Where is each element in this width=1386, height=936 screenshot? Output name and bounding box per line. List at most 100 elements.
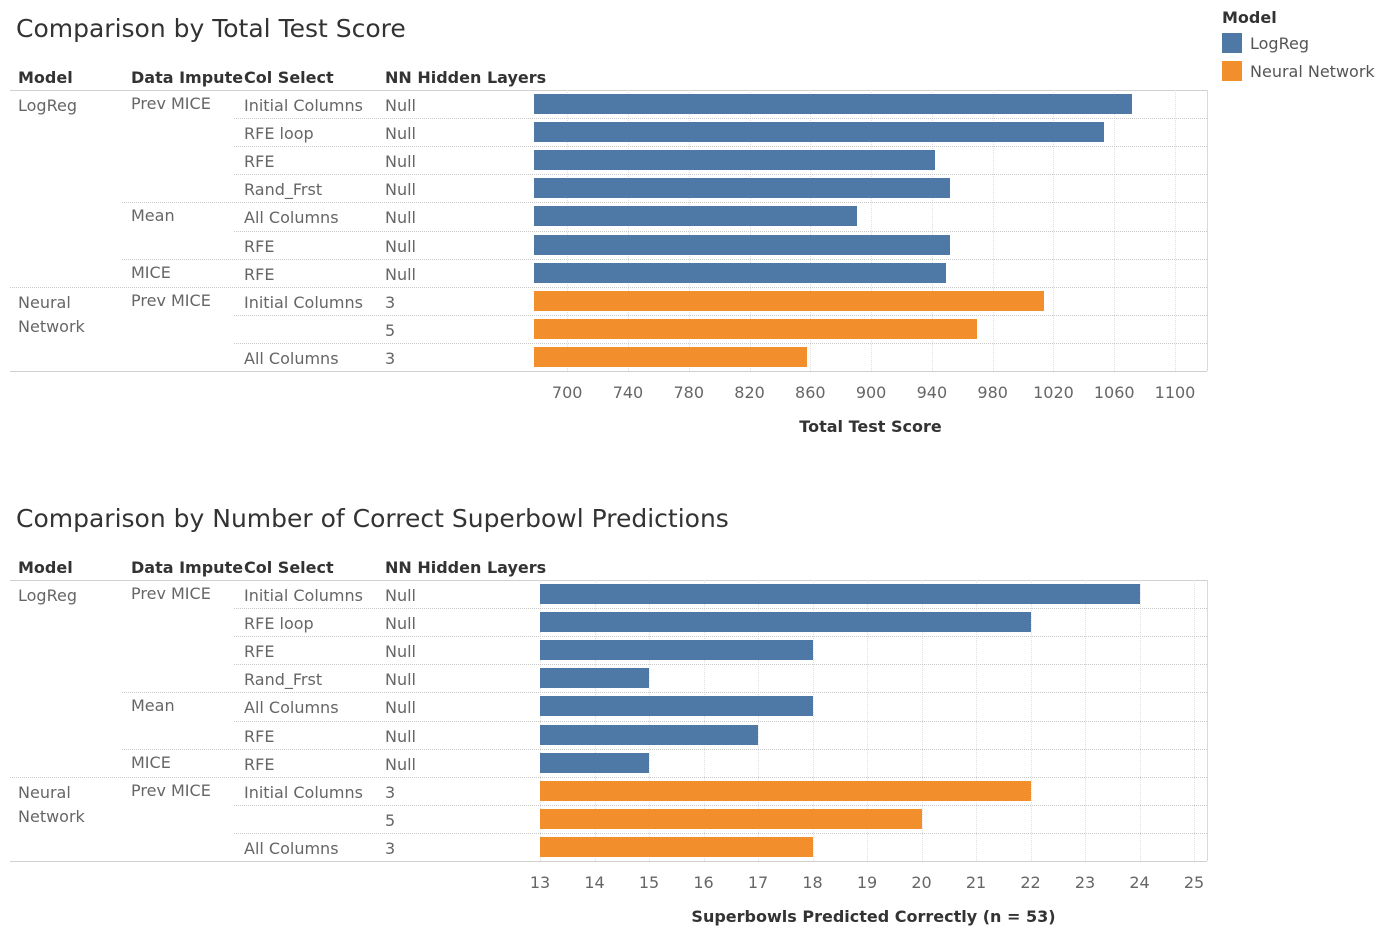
bar-logreg[interactable] (534, 94, 1133, 115)
cell-col-select: All Columns (244, 208, 339, 228)
x-tick-label: 1020 (1033, 383, 1074, 402)
x-axis-title: Total Test Score (799, 417, 942, 436)
cell-col-select: RFE (244, 152, 275, 172)
legend-title: Model (1222, 8, 1277, 27)
x-tick-label: 17 (747, 873, 769, 892)
legend-swatch-neural-network (1222, 61, 1242, 81)
chart-title: Comparison by Total Test Score (16, 14, 406, 43)
x-tick-label: 1100 (1154, 383, 1196, 402)
legend-item-logreg[interactable]: LogReg (1222, 31, 1309, 55)
bar-logreg[interactable] (534, 206, 858, 227)
row-separator (234, 804, 1207, 806)
cell-col-select: All Columns (244, 348, 339, 368)
x-tick-label: 25 (1183, 873, 1205, 892)
row-separator (122, 258, 1207, 260)
cell-data-impute: Prev MICE (131, 584, 211, 603)
x-tick-label: 24 (1129, 873, 1150, 892)
legend-label-logreg: LogReg (1250, 33, 1309, 53)
bar-logreg[interactable] (534, 122, 1104, 143)
cell-nn-hidden-layers: Null (385, 236, 416, 256)
plot-right-border (1207, 580, 1208, 861)
x-tick-label: 900 (855, 383, 887, 402)
bar-logreg[interactable] (540, 612, 1031, 633)
row-separator (234, 174, 1207, 176)
bar-neural-network[interactable] (534, 346, 808, 367)
cell-nn-hidden-layers: Null (385, 208, 416, 228)
bar-neural-network[interactable] (540, 780, 1031, 801)
x-tick-label: 23 (1074, 873, 1096, 892)
cell-col-select: Initial Columns (244, 96, 363, 115)
legend-label-neural-network: Neural Network (1250, 61, 1375, 81)
row-separator (234, 314, 1207, 316)
bar-neural-network[interactable] (534, 318, 978, 339)
row-separator (10, 776, 1207, 778)
column-header-col-select: Col Select (244, 68, 334, 87)
bar-logreg[interactable] (540, 640, 813, 661)
bar-neural-network[interactable] (534, 290, 1045, 311)
bar-logreg[interactable] (534, 234, 951, 255)
cell-nn-hidden-layers: 5 (385, 810, 396, 830)
cell-model: Neural Network (18, 292, 85, 336)
x-tick-label: 18 (802, 873, 823, 892)
bar-logreg[interactable] (540, 668, 649, 689)
cell-col-select: Initial Columns (244, 292, 363, 312)
table-bottom-border (10, 861, 1207, 862)
row-separator (234, 118, 1207, 120)
plot-right-border (1207, 90, 1208, 371)
cell-nn-hidden-layers: Null (385, 698, 416, 718)
cell-model: LogReg (18, 586, 77, 605)
cell-nn-hidden-layers: Null (385, 726, 416, 746)
bar-logreg[interactable] (534, 178, 951, 199)
x-tick-label: 700 (551, 383, 583, 402)
row-separator (122, 202, 1207, 204)
legend-swatch-logreg (1222, 33, 1242, 53)
table-top-border (10, 90, 1207, 91)
legend-item-neural-network[interactable]: Neural Network (1222, 59, 1375, 83)
cell-nn-hidden-layers: 3 (385, 782, 396, 802)
cell-col-select: Rand_Frst (244, 180, 323, 200)
x-tick-label: 16 (693, 873, 714, 892)
bar-logreg[interactable] (534, 262, 946, 283)
row-separator (234, 720, 1207, 722)
cell-col-select: RFE (244, 264, 275, 284)
bar-logreg[interactable] (534, 150, 935, 171)
x-tick-label: 14 (584, 873, 605, 892)
chart-title: Comparison by Number of Correct Superbow… (16, 504, 729, 533)
row-separator (122, 692, 1207, 694)
cell-col-select: Rand_Frst (244, 670, 323, 690)
cell-col-select: Initial Columns (244, 782, 363, 802)
column-header-nn-hidden-layers: NN Hidden Layers (385, 558, 547, 577)
cell-nn-hidden-layers: 3 (385, 292, 396, 312)
x-tick-label: 13 (529, 873, 551, 892)
bar-neural-network[interactable] (540, 808, 922, 829)
x-tick-label: 19 (856, 873, 878, 892)
cell-col-select: All Columns (244, 698, 339, 718)
cell-data-impute: MICE (131, 262, 171, 282)
bar-neural-network[interactable] (540, 836, 813, 857)
column-header-data-impute: Data Impute (131, 68, 244, 87)
column-header-model: Model (18, 68, 73, 87)
cell-nn-hidden-layers: Null (385, 642, 416, 662)
table-bottom-border (10, 371, 1207, 372)
column-header-model: Model (18, 558, 73, 577)
row-separator (234, 664, 1207, 666)
bar-logreg[interactable] (540, 752, 649, 773)
cell-nn-hidden-layers: 3 (385, 838, 396, 858)
cell-data-impute: MICE (131, 752, 171, 772)
cell-col-select: Initial Columns (244, 586, 363, 605)
cell-col-select: RFE loop (244, 614, 314, 634)
cell-nn-hidden-layers: Null (385, 670, 416, 690)
row-separator (234, 832, 1207, 834)
cell-nn-hidden-layers: Null (385, 754, 416, 774)
bar-logreg[interactable] (540, 584, 1140, 605)
column-header-data-impute: Data Impute (131, 558, 244, 577)
x-tick-label: 15 (638, 873, 660, 892)
bar-logreg[interactable] (540, 724, 758, 745)
cell-col-select: RFE (244, 726, 275, 746)
cell-nn-hidden-layers: 5 (385, 320, 396, 340)
cell-nn-hidden-layers: Null (385, 614, 416, 634)
row-separator (234, 636, 1207, 638)
row-separator (122, 748, 1207, 750)
cell-col-select: RFE (244, 642, 275, 662)
bar-logreg[interactable] (540, 696, 813, 717)
